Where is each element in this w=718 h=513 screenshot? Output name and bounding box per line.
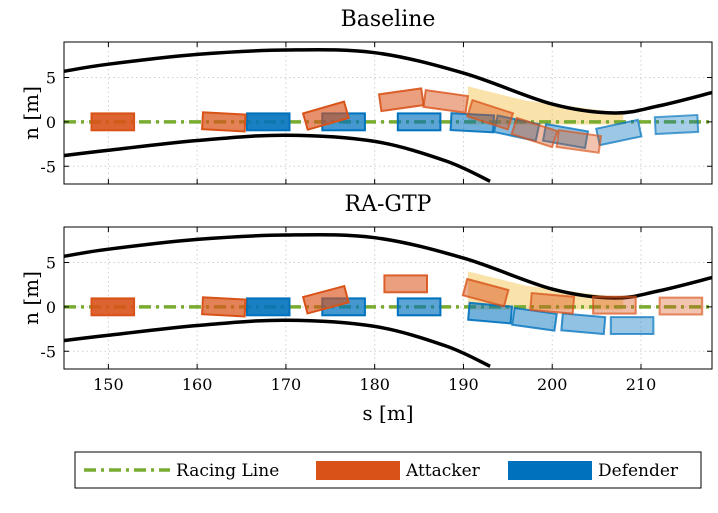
ra-gtp-attacker-car [658,296,704,316]
ra-gtp-attacker-car [301,284,350,315]
ra-gtp-ytick-label: -5 [40,342,56,361]
ra-gtp-attacker-car [201,296,247,318]
ra-gtp-defender-car [609,316,655,336]
ra-gtp-xtick-label: 190 [448,375,479,394]
ra-gtp-grid [64,227,712,369]
baseline-shaded-zone [467,86,624,125]
baseline-ytick-label: 5 [46,69,56,88]
ra-gtp-ytick-label: 5 [46,254,56,273]
baseline-title: Baseline [341,7,436,32]
ra-gtp-xtick-label: 210 [626,375,657,394]
baseline-ytick-label: 0 [46,113,56,132]
baseline-zone-layer [467,86,624,125]
baseline-upper-bound [64,47,712,115]
ra-gtp-plot-area [64,232,712,368]
legend: Racing Line Attacker Defender [74,451,702,489]
baseline-attacker-car [90,112,136,132]
ra-gtp-attacker-car [461,277,510,308]
ra-gtp-defender-car [396,297,442,317]
ra-gtp-ytick-label: 0 [46,298,56,317]
baseline-defender-car [595,118,643,147]
ra-gtp-attacker-car [529,291,576,315]
baseline-bounds-layer [64,47,712,183]
baseline-defender-car [492,114,541,143]
baseline-attacker-car [301,100,350,131]
ra-gtp-xtick-label: 170 [271,375,302,394]
legend-attacker-swatch [316,461,400,480]
baseline-attacker-car [201,111,247,133]
ra-gtp-attacker-car [592,295,637,315]
ra-gtp-title: RA-GTP [345,192,432,217]
baseline-attacker-car [510,116,559,149]
baseline-attacker-car [465,98,515,131]
ra-gtp-xtick-label: 180 [359,375,390,394]
ra-gtp-panel: RA-GTP 150 160 170 180 190 200 210 -5 0 5 n [m] s… [19,192,713,425]
ra-gtp-xtick-label: 150 [93,375,124,394]
baseline-defender-car [396,112,442,132]
legend-racing-line-label: Racing Line [176,461,279,481]
ra-gtp-defender-car [560,312,607,336]
baseline-axes-box [63,41,713,185]
baseline-defender-car [245,112,291,132]
baseline-plot-area [64,47,712,183]
legend-defender-label: Defender [598,461,679,481]
ra-gtp-attacker-car [90,297,136,317]
baseline-ylabel: n [m] [19,86,43,140]
ra-gtp-defender-car [467,301,514,325]
legend-defender-swatch [508,461,592,480]
ra-gtp-lower-bound [64,318,491,368]
ra-gtp-xtick-label: 200 [537,375,568,394]
baseline-lower-bound [64,133,491,183]
ra-gtp-attacker-car [383,274,428,294]
baseline-attacker-car [377,87,425,113]
baseline-panel: Baseline -5 0 5 n [m] [19,7,713,185]
baseline-attacker-car [555,128,603,154]
baseline-cars-layer [90,87,700,154]
baseline-attacker-car [422,88,470,114]
ra-gtp-xtick-label: 160 [182,375,213,394]
ra-gtp-defender-car [245,297,291,317]
ra-gtp-ticks: 150 160 170 180 190 200 210 -5 0 5 [40,227,712,394]
baseline-ticks: -5 0 5 [40,42,712,184]
ra-gtp-ylabel: n [m] [19,271,43,325]
baseline-ytick-label: -5 [40,157,56,176]
legend-attacker-label: Attacker [405,461,481,481]
ra-gtp-axes-box [63,226,713,370]
baseline-defender-car [653,113,700,136]
ra-gtp-cars-layer [90,274,704,336]
ra-gtp-xlabel: s [m] [362,401,413,425]
